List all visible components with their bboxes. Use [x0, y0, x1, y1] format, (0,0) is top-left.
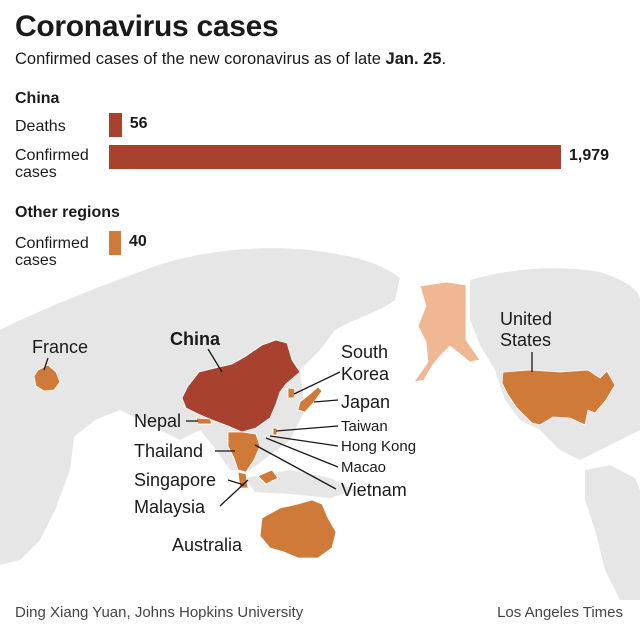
- map-taiwan: [272, 427, 278, 436]
- leader-singapore: [227, 479, 245, 486]
- group-title-other-regions: Other regions: [15, 204, 120, 221]
- group-title-china: China: [15, 90, 60, 107]
- map-label-malaysia: Malaysia: [134, 497, 206, 517]
- bar-label-line-2: cases: [15, 252, 57, 269]
- map-japan: [297, 386, 323, 413]
- map-label-south-korea-line2: Korea: [341, 364, 390, 384]
- leader-china: [207, 348, 223, 373]
- map-label-macao: Macao: [341, 459, 387, 476]
- leader-malaysia: [219, 479, 249, 507]
- map-label-japan: Japan: [341, 392, 391, 412]
- map-label-thailand: Thailand: [134, 441, 204, 461]
- map-label-france: France: [32, 337, 89, 357]
- map-alaska: [413, 281, 481, 383]
- map-label-united-states-line1: United: [500, 309, 553, 329]
- subtitle-text: Confirmed cases of the new coronavirus a…: [15, 50, 386, 68]
- bar-label-line-1: Confirmed: [15, 147, 89, 164]
- leader-france: [43, 357, 49, 371]
- source-credit: Ding Xiang Yuan, Johns Hopkins Universit…: [15, 604, 304, 621]
- map-label-united-states-line2: States: [500, 330, 552, 350]
- bar-value-other-confirmed: 40: [129, 233, 147, 250]
- bar-other-confirmed: [109, 231, 121, 255]
- map-label-hong-kong: Hong Kong: [341, 438, 417, 455]
- map-nepal: [195, 417, 213, 425]
- map-malaysia: [237, 469, 279, 489]
- map-label-south-korea-line1: South: [341, 342, 389, 362]
- leader-taiwan: [275, 425, 339, 432]
- map-south-korea: [287, 387, 296, 399]
- subtitle-end: .: [441, 50, 447, 68]
- map-australia: [259, 499, 337, 559]
- map-thailand-vietnam: [227, 431, 261, 473]
- page-title: Coronavirus cases: [15, 10, 279, 43]
- leader-macao: [265, 437, 339, 468]
- map-china: [181, 339, 301, 433]
- subtitle-date: Jan. 25: [385, 50, 442, 68]
- map-label-australia: Australia: [172, 535, 243, 555]
- leader-hong-kong: [269, 435, 339, 447]
- page-subtitle: Confirmed cases of the new coronavirus a…: [15, 50, 446, 69]
- map-label-singapore: Singapore: [134, 470, 217, 490]
- map-label-taiwan: Taiwan: [341, 418, 388, 435]
- bar-label-line-1: Confirmed: [15, 235, 89, 252]
- bar-label-line-2: cases: [15, 164, 57, 181]
- bar-label-other-confirmed: Confirmed cases: [15, 235, 115, 269]
- land-north-america: [470, 268, 640, 460]
- map-label-china: China: [170, 329, 221, 349]
- bar-label-china-confirmed: Confirmed cases: [15, 147, 115, 181]
- land-africa-west: [0, 395, 75, 565]
- publisher-credit: Los Angeles Times: [497, 604, 623, 621]
- leader-south-korea: [293, 371, 341, 395]
- bar-china-deaths: [109, 113, 122, 137]
- map-france: [33, 364, 61, 392]
- land-south-america: [585, 465, 640, 600]
- bar-label-china-deaths: Deaths: [15, 118, 66, 135]
- map-label-vietnam: Vietnam: [341, 480, 407, 500]
- leader-vietnam: [254, 444, 337, 490]
- bar-value-china-deaths: 56: [129, 115, 148, 132]
- leader-lines: [43, 348, 533, 507]
- bar-china-confirmed: [109, 145, 561, 169]
- map-united-states: [501, 369, 616, 426]
- map-label-nepal: Nepal: [134, 411, 182, 431]
- bar-value-china-confirmed: 1,979: [569, 147, 610, 164]
- leader-japan: [313, 399, 339, 403]
